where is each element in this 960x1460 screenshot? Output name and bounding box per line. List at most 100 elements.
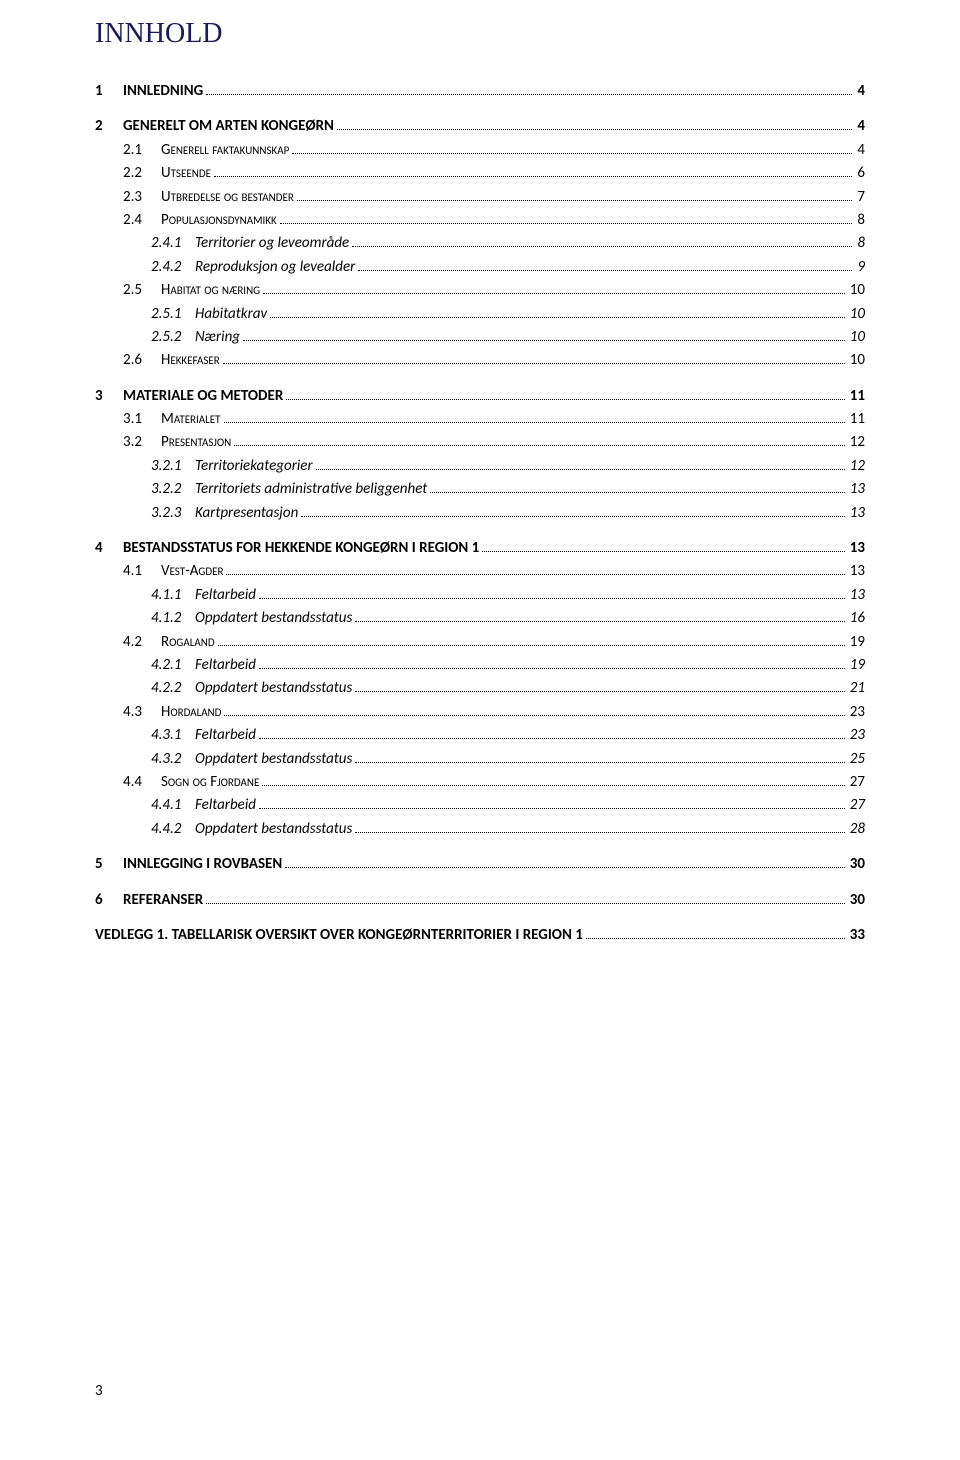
toc-entry-label: INNLEGGING I ROVBASEN xyxy=(123,853,282,876)
toc-entry-label: Generell faktakunnskap xyxy=(161,139,289,162)
toc-entry-label: Oppdatert bestandsstatus xyxy=(195,677,352,700)
toc-leader-dots xyxy=(259,808,845,809)
toc-entry: 6REFERANSER30 xyxy=(95,889,865,912)
toc-entry: 4.2.1Feltarbeid19 xyxy=(95,654,865,677)
toc-leader-dots xyxy=(224,422,845,423)
document-page: INNHOLD 1INNLEDNING42GENERELT OM ARTEN K… xyxy=(0,0,960,1460)
toc-entry-page: 12 xyxy=(850,455,865,478)
toc-entry-page: 10 xyxy=(850,349,865,372)
toc-entry-number: 3.2.2 xyxy=(151,478,195,501)
toc-entry-page: 11 xyxy=(850,408,865,431)
toc-entry: 2GENERELT OM ARTEN KONGEØRN4 xyxy=(95,115,865,138)
toc-entry-page: 4 xyxy=(857,80,865,103)
toc-entry-label: INNLEDNING xyxy=(123,80,203,103)
toc-entry-number: 4.2.1 xyxy=(151,654,195,677)
toc-entry-label: Territoriets administrative beliggenhet xyxy=(195,478,427,501)
toc-leader-dots xyxy=(355,762,844,763)
toc-entry: 4BESTANDSSTATUS FOR HEKKENDE KONGEØRN I … xyxy=(95,537,865,560)
toc-entry-number: 2 xyxy=(95,115,123,138)
toc-entry: 4.3.2Oppdatert bestandsstatus 25 xyxy=(95,748,865,771)
toc-entry-label: Populasjonsdynamikk xyxy=(161,209,277,232)
toc-entry-label: Habitat og næring xyxy=(161,279,260,302)
toc-leader-dots xyxy=(286,399,845,400)
toc-entry: 4.3.1Feltarbeid 23 xyxy=(95,724,865,747)
toc-entry-number: 2.5.1 xyxy=(151,303,195,326)
toc-leader-dots xyxy=(259,598,845,599)
toc-leader-dots xyxy=(214,176,852,177)
toc-entry-page: 12 xyxy=(850,431,865,454)
toc-leader-dots xyxy=(292,153,852,154)
toc-entry-label: Territorier og leveområde xyxy=(195,232,349,255)
toc-entry-number: 4.4.1 xyxy=(151,794,195,817)
toc-entry: 3.2.2Territoriets administrative beligge… xyxy=(95,478,865,501)
toc-entry-page: 8 xyxy=(857,232,865,255)
toc-leader-dots xyxy=(430,492,844,493)
toc-entry-number: 2.4.2 xyxy=(151,256,195,279)
toc-leader-dots xyxy=(297,200,853,201)
toc-entry-label: Feltarbeid xyxy=(195,584,256,607)
toc-leader-dots xyxy=(482,551,845,552)
toc-entry-page: 11 xyxy=(850,385,865,408)
toc-entry-page: 19 xyxy=(850,654,865,677)
toc-entry-number: 4.1 xyxy=(123,560,161,583)
toc-entry-number: 2.3 xyxy=(123,186,161,209)
toc-entry-page: 23 xyxy=(850,724,865,747)
toc-entry-label: Habitatkrav xyxy=(195,303,267,326)
toc-entry: 2.1Generell faktakunnskap4 xyxy=(95,139,865,162)
toc-entry: 3MATERIALE OG METODER11 xyxy=(95,385,865,408)
toc-entry-number: 2.2 xyxy=(123,162,161,185)
toc-entry-page: 13 xyxy=(850,502,865,525)
toc-entry: 4.1.1Feltarbeid 13 xyxy=(95,584,865,607)
toc-entry: 3.2.1Territoriekategorier12 xyxy=(95,455,865,478)
toc-entry-page: 13 xyxy=(850,584,865,607)
toc-entry: 2.2Utseende6 xyxy=(95,162,865,185)
toc-entry-page: 4 xyxy=(857,115,865,138)
toc-entry-label: Reproduksjon og levealder xyxy=(195,256,355,279)
toc-leader-dots xyxy=(352,246,852,247)
toc-entry: 2.4.1Territorier og leveområde8 xyxy=(95,232,865,255)
toc-leader-dots xyxy=(226,574,844,575)
toc-leader-dots xyxy=(285,867,845,868)
toc-entry-number: 4.3.1 xyxy=(151,724,195,747)
toc-leader-dots xyxy=(355,832,844,833)
toc-entry-number: 3.2.3 xyxy=(151,502,195,525)
toc-entry-number: 4.3.2 xyxy=(151,748,195,771)
toc-entry-label: Presentasjon xyxy=(161,431,231,454)
toc-entry-number: 1 xyxy=(95,80,123,103)
toc-entry-page: 13 xyxy=(850,478,865,501)
toc-entry-number: 2.5 xyxy=(123,279,161,302)
toc-entry-page: 10 xyxy=(850,326,865,349)
toc-entry: 2.4Populasjonsdynamikk8 xyxy=(95,209,865,232)
toc-entry: 2.4.2Reproduksjon og levealder9 xyxy=(95,256,865,279)
toc-entry-page: 19 xyxy=(850,631,865,654)
toc-entry-label: Oppdatert bestandsstatus xyxy=(195,748,352,771)
toc-entry-number: 3 xyxy=(95,385,123,408)
toc-entry-page: 6 xyxy=(857,162,865,185)
toc-entry-page: 33 xyxy=(850,924,865,947)
toc-entry-label: BESTANDSSTATUS FOR HEKKENDE KONGEØRN I R… xyxy=(123,537,479,560)
toc-entry-page: 28 xyxy=(850,818,865,841)
toc-entry-label: Oppdatert bestandsstatus xyxy=(195,607,352,630)
toc-entry: 2.5.1Habitatkrav10 xyxy=(95,303,865,326)
toc-entry-label: Kartpresentasjon xyxy=(195,502,298,525)
toc-entry-label: Territoriekategorier xyxy=(195,455,313,478)
toc-entry: VEDLEGG 1. TABELLARISK OVERSIKT OVER KON… xyxy=(95,924,865,947)
toc-entry: 3.1Materialet11 xyxy=(95,408,865,431)
toc-entry-number: 2.1 xyxy=(123,139,161,162)
toc-entry-label: VEDLEGG 1. TABELLARISK OVERSIKT OVER KON… xyxy=(95,924,583,947)
toc-entry-label: Utbredelse og bestander xyxy=(161,186,294,209)
toc-leader-dots xyxy=(259,738,845,739)
toc-leader-dots xyxy=(206,94,852,95)
toc-entry-number: 4.1.1 xyxy=(151,584,195,607)
toc-leader-dots xyxy=(355,621,844,622)
toc-entry-page: 25 xyxy=(850,748,865,771)
toc-entry-label: Feltarbeid xyxy=(195,724,256,747)
page-title: INNHOLD xyxy=(95,18,865,50)
toc-entry-label: REFERANSER xyxy=(123,889,203,912)
toc-leader-dots xyxy=(270,317,845,318)
toc-entry-page: 21 xyxy=(850,677,865,700)
toc-entry: 4.4.2Oppdatert bestandsstatus28 xyxy=(95,818,865,841)
toc-entry: 2.6Hekkefaser10 xyxy=(95,349,865,372)
toc-entry-number: 2.5.2 xyxy=(151,326,195,349)
toc-entry-page: 8 xyxy=(857,209,865,232)
